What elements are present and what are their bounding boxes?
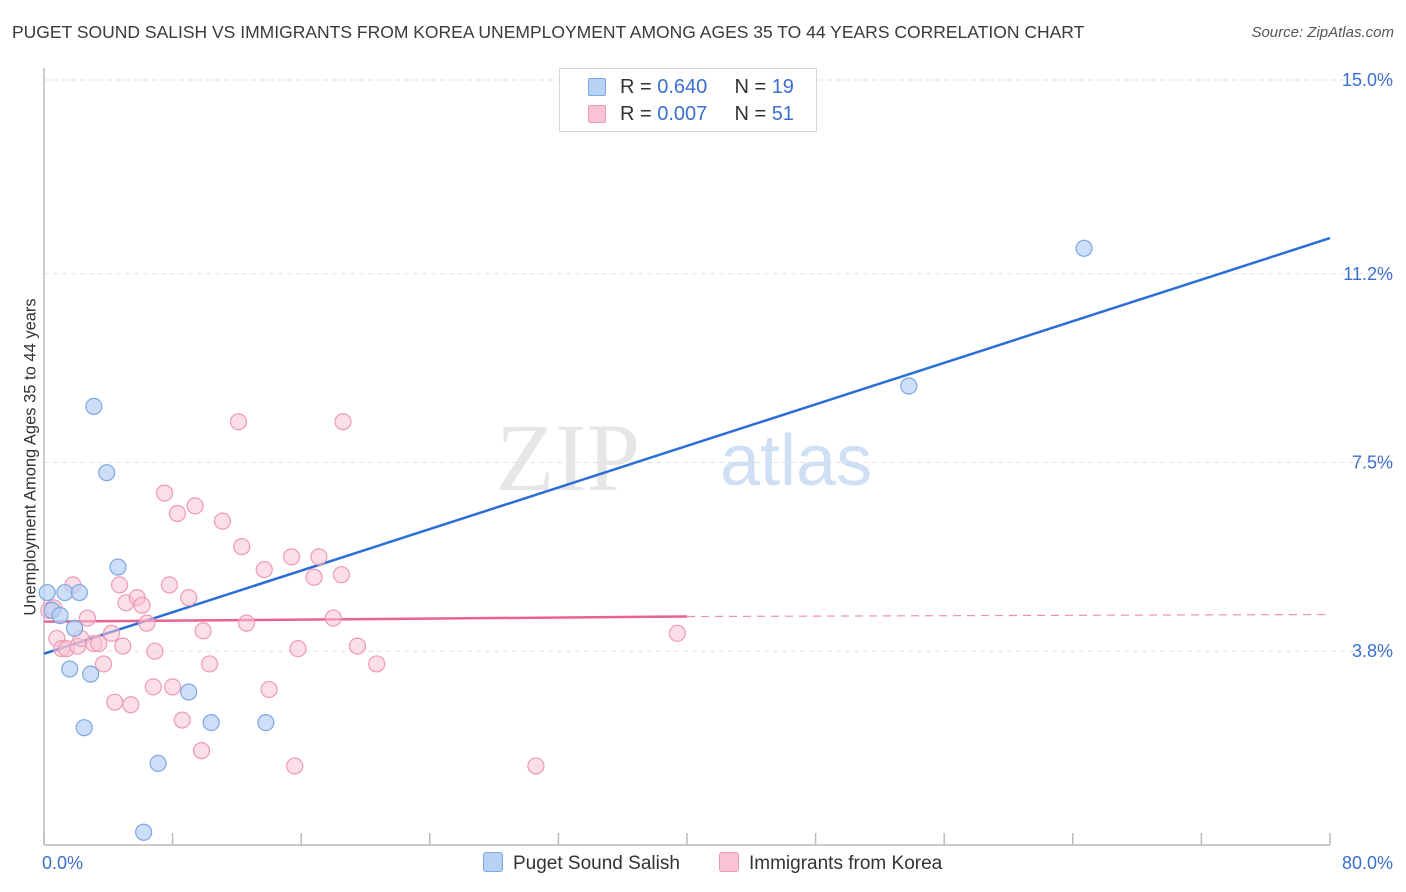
korea-point	[200, 655, 219, 673]
korea-point	[324, 609, 342, 627]
salish-point	[109, 558, 127, 576]
korea-point	[180, 589, 198, 607]
legend-r-value: 0.007	[657, 103, 708, 125]
korea-point	[168, 504, 187, 523]
korea-point	[286, 757, 304, 775]
salish-trend-line	[43, 236, 1331, 655]
korea-point	[133, 596, 151, 614]
korea-point	[160, 576, 178, 594]
salish-point	[202, 713, 220, 732]
salish-point	[82, 665, 100, 683]
watermark-zip: ZIP	[496, 404, 640, 511]
salish-point	[135, 823, 153, 841]
korea-point	[332, 566, 350, 584]
korea-trend-line-extension	[686, 613, 1331, 618]
x-tick-label-min: 0.0%	[42, 853, 83, 873]
bottom-legend-label: Puget Sound Salish	[513, 853, 680, 874]
legend-n-value: 19	[771, 76, 794, 98]
legend-n-label: N =	[734, 103, 772, 125]
axes	[43, 68, 1331, 846]
korea-point	[255, 560, 273, 579]
korea-point	[102, 624, 121, 642]
korea-point	[122, 696, 140, 714]
salish-point	[75, 719, 93, 737]
salish-point	[1075, 239, 1093, 257]
bottom-legend-swatch-blue	[483, 852, 503, 872]
salish-point	[180, 683, 198, 701]
y-tick-label: 7.5%	[1352, 453, 1393, 473]
korea-point	[164, 678, 182, 696]
salish-point	[257, 713, 275, 732]
korea-point	[106, 693, 124, 711]
legend-swatch-blue	[588, 78, 606, 96]
y-tick-label: 15.0%	[1342, 70, 1393, 90]
bottom-legend-puget-sound-salish: Puget Sound Salish	[483, 852, 680, 875]
salish-point	[85, 397, 103, 415]
salish-point	[98, 464, 116, 482]
korea-point	[334, 413, 352, 431]
korea-point	[348, 637, 367, 655]
korea-point	[186, 497, 204, 515]
korea-point	[138, 614, 156, 632]
korea-point	[192, 742, 211, 760]
korea-point	[173, 711, 191, 729]
korea-point	[289, 640, 307, 658]
korea-point	[110, 576, 129, 594]
korea-point	[229, 413, 248, 431]
salish-point	[900, 377, 918, 395]
salish-point	[70, 583, 88, 602]
legend-n-label: N =	[734, 76, 772, 98]
korea-point	[78, 609, 97, 627]
salish-point	[65, 619, 84, 637]
watermark-atlas: atlas	[720, 421, 872, 501]
korea-point	[90, 634, 108, 653]
legend-n-value: 51	[771, 103, 794, 125]
watermark: ZIP atlas	[496, 404, 872, 511]
source-credit: Source: ZipAtlas.com	[1251, 24, 1394, 41]
korea-point	[282, 548, 301, 566]
bottom-legend-label: Immigrants from Korea	[749, 853, 943, 874]
salish-point	[56, 583, 74, 602]
salish-point	[61, 660, 79, 678]
korea-point	[144, 678, 162, 696]
bottom-legend-swatch-pink	[719, 852, 739, 872]
korea-point	[114, 637, 132, 655]
korea-point	[305, 568, 323, 586]
korea-point	[213, 512, 232, 530]
legend: R = 0.640 N = 19 R = 0.007 N = 51	[559, 68, 817, 132]
korea-point	[146, 642, 164, 660]
korea-point	[527, 757, 545, 775]
korea-point	[368, 655, 386, 673]
chart-title: PUGET SOUND SALISH VS IMMIGRANTS FROM KO…	[12, 22, 1085, 42]
bottom-legend-immigrants-from-korea: Immigrants from Korea	[719, 852, 942, 875]
korea-point	[260, 680, 278, 699]
legend-swatch-pink	[588, 105, 606, 123]
y-tick-label: 3.8%	[1352, 641, 1393, 661]
grid-lines	[44, 79, 1392, 652]
legend-r-label: R =	[620, 76, 658, 98]
trend-lines	[43, 236, 1331, 655]
korea-point	[94, 655, 113, 673]
korea-point	[194, 622, 212, 640]
korea-point	[668, 624, 686, 642]
salish-point	[38, 583, 56, 602]
salish-point	[149, 754, 167, 773]
x-tick-label-max: 80.0%	[1342, 853, 1393, 873]
tick-labels: 3.8% 7.5% 11.2% 15.0% 0.0% 80.0%	[42, 70, 1393, 873]
y-tick-label: 11.2%	[1343, 264, 1393, 284]
legend-r-value: 0.640	[657, 76, 708, 98]
salish-point	[51, 606, 69, 625]
data-points	[38, 239, 1093, 841]
korea-point	[310, 548, 328, 566]
korea-point	[237, 614, 256, 632]
korea-point	[155, 484, 174, 502]
korea-point	[233, 538, 251, 556]
legend-r-label: R =	[620, 103, 658, 125]
